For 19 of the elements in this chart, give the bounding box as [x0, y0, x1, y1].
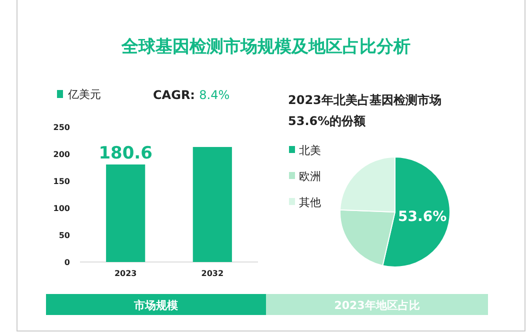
x-tick-label: 2032: [201, 269, 224, 278]
y-tick-label: 250: [53, 123, 70, 132]
text: CAGR: 8.4%: [153, 88, 230, 102]
legend-label: 亿美元: [67, 88, 101, 101]
y-tick-label: 50: [58, 231, 70, 240]
chart-title: 全球基因检测市场规模及地区占比分析: [120, 37, 410, 57]
y-tick-label: 100: [53, 204, 70, 213]
x-tick-label: 2023: [114, 269, 137, 278]
legend-label: 其他: [299, 196, 321, 209]
data-label: 53.6%: [398, 209, 447, 226]
text: 2023年地区占比: [334, 299, 420, 312]
y-tick-label: 150: [53, 177, 70, 186]
y-tick-label: 200: [53, 150, 70, 159]
chart-title: 2023年北美占基因检测市场53.6%的份额: [288, 93, 442, 128]
text: 市场规模: [133, 299, 179, 312]
data-label: 180.6: [98, 143, 152, 164]
legend-label: 欧洲: [299, 170, 321, 183]
legend-label: 北美: [299, 144, 321, 157]
y-tick-label: 0: [64, 258, 70, 267]
